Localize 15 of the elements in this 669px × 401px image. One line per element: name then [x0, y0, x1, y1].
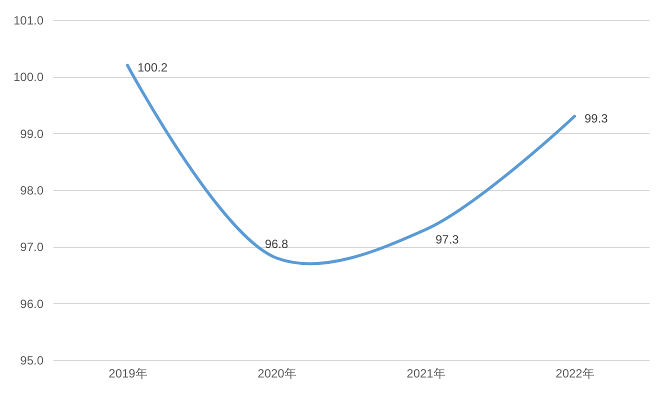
- y-tick-label: 100.0: [13, 70, 44, 84]
- x-tick-label: 2019年: [108, 366, 148, 380]
- x-tick-label: 2020年: [258, 366, 296, 380]
- y-tick-label: 98.0: [20, 184, 44, 198]
- data-label: 96.8: [264, 237, 288, 251]
- y-tick-label: 99.0: [20, 126, 44, 141]
- x-tick-label: 2021年: [406, 366, 446, 380]
- data-label: 99.3: [584, 111, 608, 126]
- data-label: 97.3: [436, 232, 460, 247]
- data-label: 100.2: [138, 60, 168, 74]
- y-tick-label: 95.0: [20, 354, 44, 368]
- y-tick-label: 101.0: [13, 14, 44, 28]
- x-tick-label: 2022年: [556, 366, 594, 380]
- y-tick-label: 97.0: [20, 240, 44, 254]
- y-tick-label: 96.0: [20, 296, 44, 311]
